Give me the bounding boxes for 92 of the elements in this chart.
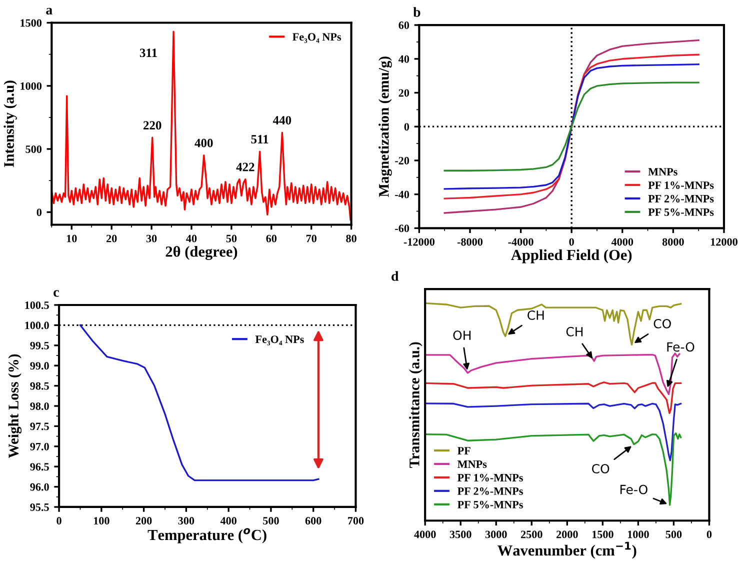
x-tick-label: 0 (56, 517, 62, 525)
y-axis-title: Weight Loss (%) (8, 354, 22, 458)
annotation: CO (592, 464, 610, 474)
y-tick-label: 100.5 (25, 301, 49, 309)
y-tick-label: 96.5 (30, 463, 49, 471)
y-tick-label: -20 (395, 156, 410, 164)
y-tick-label: 0 (404, 123, 410, 131)
y-tick-label: 99.5 (30, 342, 49, 350)
y-tick-label: 20 (398, 89, 410, 97)
annotation: OH (453, 330, 471, 340)
x-tick-label: 600 (305, 517, 322, 525)
y-tick-label: 97.0 (30, 442, 49, 450)
legend-label: PF 5%-MNPs (648, 208, 714, 216)
x-axis-title: Temperature ($^{o}$C) (148, 528, 266, 544)
x-axis-title: 2θ (degree) (166, 246, 238, 260)
x-axis-title: Applied Field (Oe) (511, 249, 632, 264)
x-tick-label: 1000 (628, 530, 649, 538)
x-tick-label: 10 (66, 234, 77, 242)
legend-label: PF 2%-MNPs (648, 194, 714, 202)
legend-label: MNPs (648, 168, 678, 176)
legend-label: PF 1%-MNPs (648, 181, 714, 189)
y-tick-label: 98.0 (30, 402, 49, 410)
annotation: 220 (143, 121, 162, 130)
annotation: Fe-O (620, 484, 648, 494)
y-axis-title: Intensity (a.u) (4, 80, 17, 168)
x-tick-label: 700 (348, 517, 364, 525)
y-tick-label: 0 (36, 208, 42, 216)
y-axis-title: Magnetization (emu/g) (378, 56, 392, 198)
y-tick-label: -40 (395, 190, 410, 198)
y-tick-label: 1000 (20, 82, 42, 90)
x-tick-label: -12000 (404, 238, 434, 246)
y-tick-label: 97.5 (30, 422, 49, 430)
x-tick-label: 0 (706, 530, 712, 538)
y-tick-label: 40 (398, 55, 410, 63)
annotation: 440 (272, 116, 292, 124)
x-tick-label: 50 (226, 234, 237, 242)
chart-title: a (46, 8, 52, 15)
legend-label: Fe₃O₄ NPs (292, 33, 342, 43)
x-tick-label: 4000 (611, 238, 634, 246)
y-tick-label: 60 (398, 22, 410, 29)
y-tick-label: -60 (395, 224, 410, 232)
x-tick-label: 100 (94, 517, 110, 525)
x-axis-title: Wavenumber (cm$^{−1}$) (498, 542, 636, 559)
x-tick-label: 1500 (592, 530, 614, 538)
chart-title: d (392, 271, 399, 281)
x-tick-label: 40 (186, 234, 197, 242)
chart-title: b (413, 7, 420, 17)
y-axis-title: Transmittance (a.u.) (409, 342, 422, 468)
x-tick-label: 500 (666, 530, 682, 538)
x-tick-label: 500 (263, 517, 279, 525)
line-series (52, 30, 352, 221)
x-tick-label: 12000 (710, 238, 738, 246)
x-tick-label: 200 (136, 517, 152, 525)
y-tick-label: 1500 (20, 19, 42, 27)
annotation: 400 (194, 138, 213, 148)
annotation: 422 (236, 162, 254, 172)
annotation: CH (566, 326, 583, 336)
x-tick-label: 8000 (662, 238, 684, 246)
legend-label: Fe₃O₄ NPs (255, 336, 304, 346)
x-tick-label: 3500 (450, 530, 472, 538)
x-tick-label: 2000 (556, 530, 578, 538)
y-tick-label: 100.0 (25, 322, 49, 330)
x-tick-label: -8000 (457, 238, 483, 246)
annotation: 311 (140, 48, 157, 58)
annotation: CH (528, 310, 544, 320)
annotation: 511 (251, 135, 268, 144)
annotation: CO (654, 318, 671, 328)
x-tick-label: 0 (569, 238, 574, 246)
x-tick-label: 80 (346, 234, 356, 242)
x-tick-label: -4000 (508, 238, 534, 246)
x-tick-label: 400 (220, 517, 236, 525)
annotation: Fe-O (667, 342, 694, 352)
legend-label: PF 2%-MNPs (458, 487, 523, 495)
x-tick-label: 20 (106, 234, 117, 242)
y-tick-label: 500 (26, 145, 42, 153)
legend-label: PF 1%-MNPs (458, 474, 523, 482)
x-tick-label: 60 (266, 234, 277, 242)
y-tick-label: 96.0 (30, 483, 49, 491)
y-tick-label: 98.5 (30, 382, 49, 390)
x-tick-label: 4000 (414, 530, 436, 538)
chart-title: c (54, 290, 59, 297)
line-series (79, 324, 320, 482)
legend-label: PF (458, 447, 470, 454)
y-tick-label: 95.5 (30, 503, 49, 511)
x-tick-label: 2500 (520, 530, 542, 538)
legend-label: PF 5%-MNPs (458, 500, 523, 508)
y-tick-label: 99.0 (30, 362, 49, 370)
x-tick-label: 3000 (485, 530, 507, 538)
x-tick-label: 70 (306, 234, 316, 242)
x-tick-label: 300 (178, 517, 194, 525)
x-tick-label: 30 (146, 234, 157, 242)
legend-label: MNPs (458, 460, 487, 468)
